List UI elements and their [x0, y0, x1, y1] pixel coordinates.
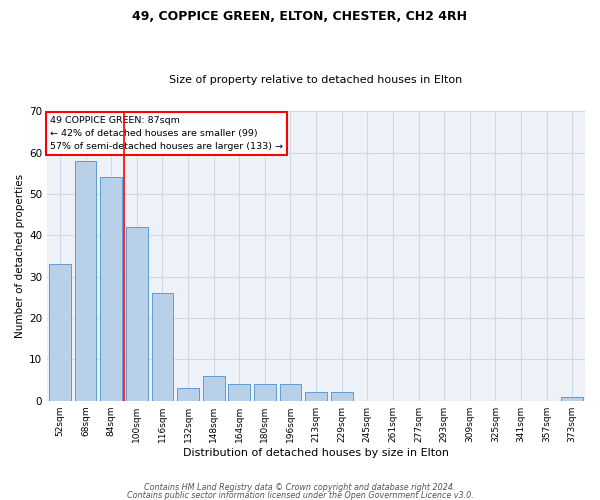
- Bar: [254, 384, 276, 400]
- Bar: [74, 161, 97, 400]
- Bar: [177, 388, 199, 400]
- Bar: [49, 264, 71, 400]
- X-axis label: Distribution of detached houses by size in Elton: Distribution of detached houses by size …: [183, 448, 449, 458]
- Bar: [562, 396, 583, 400]
- Text: 49, COPPICE GREEN, ELTON, CHESTER, CH2 4RH: 49, COPPICE GREEN, ELTON, CHESTER, CH2 4…: [133, 10, 467, 23]
- Text: 49 COPPICE GREEN: 87sqm
← 42% of detached houses are smaller (99)
57% of semi-de: 49 COPPICE GREEN: 87sqm ← 42% of detache…: [50, 116, 283, 151]
- Bar: [100, 178, 122, 400]
- Bar: [152, 293, 173, 401]
- Bar: [305, 392, 327, 400]
- Bar: [126, 227, 148, 400]
- Bar: [229, 384, 250, 400]
- Bar: [203, 376, 224, 400]
- Text: Contains public sector information licensed under the Open Government Licence v3: Contains public sector information licen…: [127, 490, 473, 500]
- Title: Size of property relative to detached houses in Elton: Size of property relative to detached ho…: [169, 76, 463, 86]
- Bar: [280, 384, 301, 400]
- Bar: [331, 392, 353, 400]
- Y-axis label: Number of detached properties: Number of detached properties: [15, 174, 25, 338]
- Text: Contains HM Land Registry data © Crown copyright and database right 2024.: Contains HM Land Registry data © Crown c…: [144, 484, 456, 492]
